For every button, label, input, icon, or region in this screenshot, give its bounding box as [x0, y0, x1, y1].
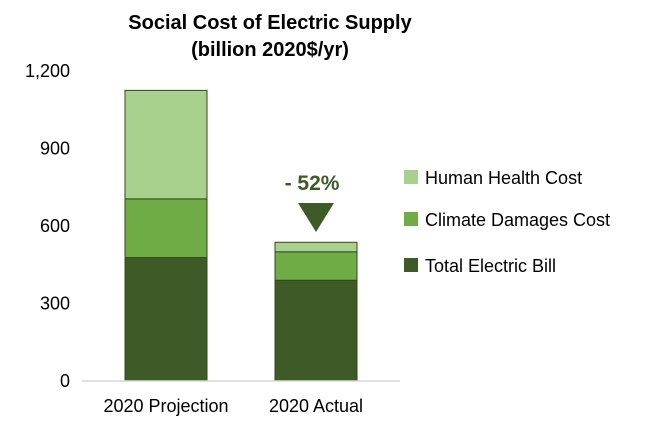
reduction-annotation: - 52% — [285, 172, 340, 232]
legend-label: Human Health Cost — [425, 168, 582, 188]
y-tick-label: 900 — [40, 139, 70, 159]
y-tick-label: 300 — [40, 294, 70, 314]
category-labels: 2020 Projection 2020 Actual — [103, 396, 363, 416]
legend: Human Health Cost Climate Damages Cost Tot… — [404, 168, 610, 276]
y-axis: 0 300 600 900 1,200 — [25, 61, 70, 391]
annotation-text: - 52% — [285, 172, 340, 195]
legend-swatch — [404, 170, 418, 184]
y-tick-label: 600 — [40, 216, 70, 236]
y-tick-label: 0 — [60, 371, 70, 391]
down-arrow-icon — [298, 203, 334, 232]
bar-segment-2-3 — [274, 241, 358, 253]
chart-subtitle: (billion 2020$/yr) — [191, 39, 349, 61]
x-category-label: 2020 Projection — [103, 396, 228, 416]
bar-segment-2-1 — [274, 279, 358, 382]
legend-label: Total Electric Bill — [425, 256, 556, 276]
legend-swatch — [404, 212, 418, 226]
bar-segment-1-3 — [124, 89, 208, 200]
y-tick-label: 1,200 — [25, 61, 70, 81]
bar-segment-2-2 — [274, 251, 358, 281]
bar-segment-1-1 — [124, 257, 208, 382]
chart-title: Social Cost of Electric Supply — [128, 12, 412, 34]
x-category-label: 2020 Actual — [269, 396, 363, 416]
legend-swatch — [404, 258, 418, 272]
legend-label: Climate Damages Cost — [425, 210, 610, 230]
bars — [124, 89, 358, 382]
bar-segment-1-2 — [124, 198, 208, 259]
